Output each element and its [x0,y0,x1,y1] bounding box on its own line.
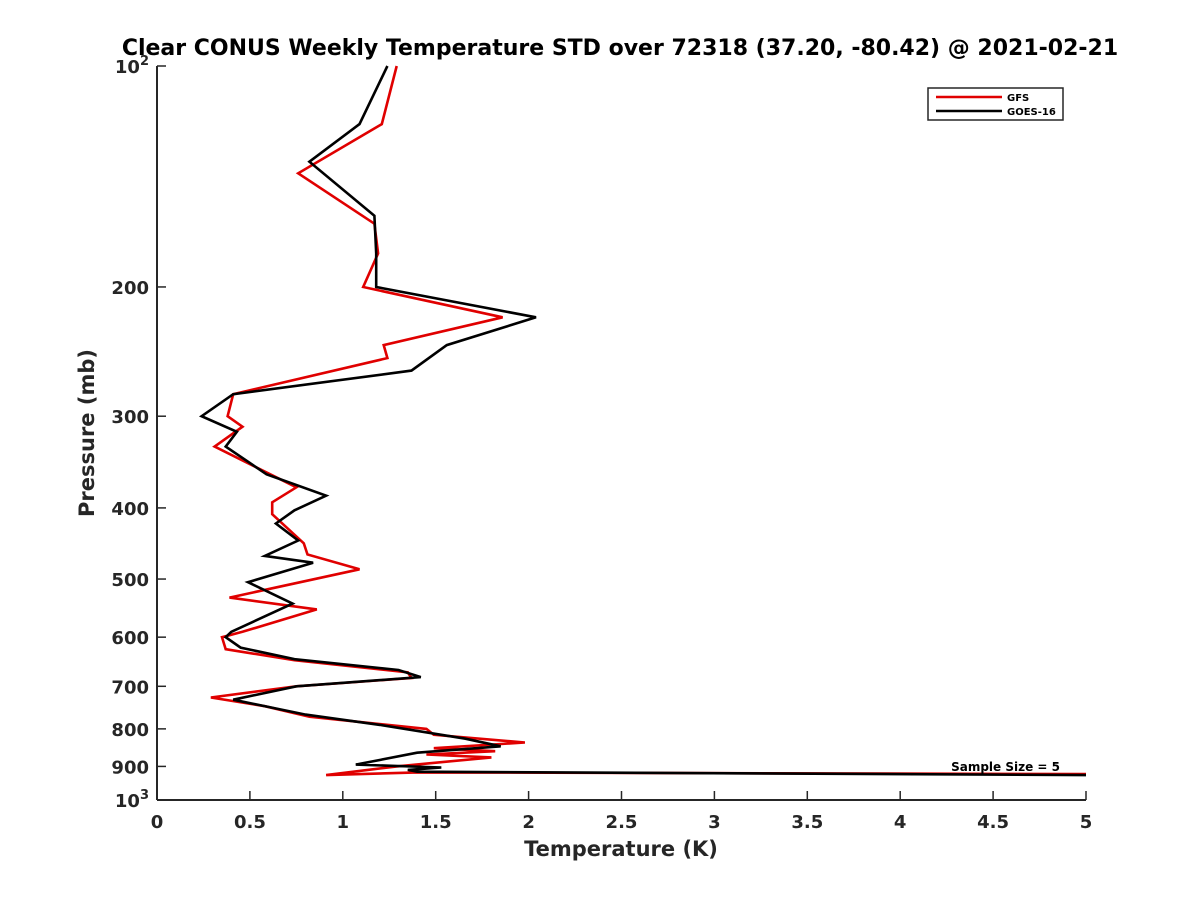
y-tick-label: 200 [111,278,149,299]
y-tick-label: 500 [111,570,149,591]
plot-lines [198,65,1087,777]
y-tick-label: 400 [111,499,149,520]
x-tick-label: 1 [337,812,350,833]
series-line-goes-16 [198,65,1087,777]
x-tick-label: 3 [708,812,721,833]
x-tick-label: 5 [1080,812,1093,833]
x-axis-ticks: 0 0.5 1 1.5 2 2.5 3 3.5 4 4.5 5 [151,791,1093,833]
y-axis-ticks: 102 200 300 400 500 600 700 800 900 103 [111,54,166,812]
y-tick-label: 300 [111,407,149,428]
x-tick-label: 2 [522,812,535,833]
x-axis-label: Temperature (K) [524,837,718,861]
y-tick-label: 700 [111,677,149,698]
chart-title: Clear CONUS Weekly Temperature STD over … [122,36,1118,61]
legend: GFS GOES-16 [927,87,1064,121]
legend-label-gfs: GFS [1007,93,1029,104]
x-tick-label: 2.5 [606,812,638,833]
y-axis-label: Pressure (mb) [75,349,99,517]
y-tick-label: 800 [111,720,149,741]
y-tick-label: 102 [115,54,149,78]
series-line-gfs [210,65,1087,777]
y-tick-label: 900 [111,757,149,778]
x-tick-label: 1.5 [420,812,452,833]
y-tick-label: 600 [111,628,149,649]
x-tick-label: 0.5 [234,812,266,833]
x-tick-label: 4 [894,812,907,833]
x-tick-label: 3.5 [791,812,823,833]
x-tick-label: 0 [151,812,164,833]
x-tick-label: 4.5 [977,812,1009,833]
sample-size-annotation: Sample Size = 5 [951,760,1060,774]
legend-box [927,87,1064,121]
y-tick-label: 103 [115,788,149,812]
legend-label-goes16: GOES-16 [1007,107,1056,118]
